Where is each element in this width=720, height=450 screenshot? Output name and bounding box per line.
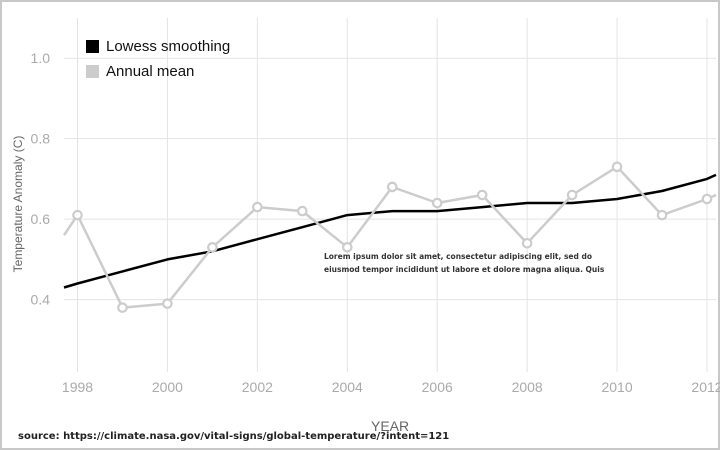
x-tick-label: 2002 [242,379,273,395]
x-axis-ticks: 1998 2000 2002 2004 2006 2008 2010 2012 [62,379,720,395]
chart-annotation: Lorem ipsum dolor sit amet, consectetur … [324,252,605,274]
data-point-annual-mean [162,298,173,309]
y-axis-label: Temperature Anomaly (C) [11,135,25,273]
data-point-annual-mean [341,241,353,253]
data-point-annual-mean [207,241,218,253]
data-point-annual-mean [431,197,443,209]
legend-swatch-lowess [86,40,99,53]
data-point-annual-mean [252,201,263,213]
y-axis-ticks: 0.4 0.6 0.8 1.0 [31,50,51,307]
data-point-annual-mean [297,205,308,217]
legend-label-annual-mean: Annual mean [106,63,195,80]
x-tick-label: 2012 [691,379,720,395]
grid-lines [64,18,716,372]
x-tick-label: 2006 [422,379,453,395]
legend-item-lowess: Lowess smoothing [86,34,230,59]
x-tick-label: 1998 [62,379,93,395]
data-point-annual-mean [656,209,668,221]
data-point-annual-mean [701,193,713,205]
legend: Lowess smoothing Annual mean [86,34,230,84]
series-line-lowess-smoothing [63,173,717,289]
y-tick-label: 0.4 [31,292,51,308]
x-tick-label: 2000 [152,379,183,395]
data-point-annual-mean [611,161,623,173]
x-tick-label: 2010 [601,379,632,395]
y-tick-label: 0.8 [31,131,51,147]
data-point-annual-mean [521,237,533,249]
data-point-annual-mean [476,189,488,201]
data-point-annual-mean [566,189,578,201]
x-tick-label: 2008 [512,379,543,395]
y-tick-label: 0.6 [31,211,51,227]
source-citation: source: https://climate.nasa.gov/vital-s… [18,431,450,442]
data-point-annual-mean [386,181,398,193]
data-point-annual-mean [72,209,83,221]
x-tick-label: 2004 [332,379,363,395]
legend-swatch-annual-mean [86,65,99,78]
series-layer [62,161,717,313]
y-tick-label: 1.0 [31,50,51,66]
legend-label-lowess: Lowess smoothing [106,38,231,55]
data-point-annual-mean [117,302,128,313]
x-axis-label: YEAR [371,418,410,434]
legend-item-annual-mean: Annual mean [86,59,230,84]
